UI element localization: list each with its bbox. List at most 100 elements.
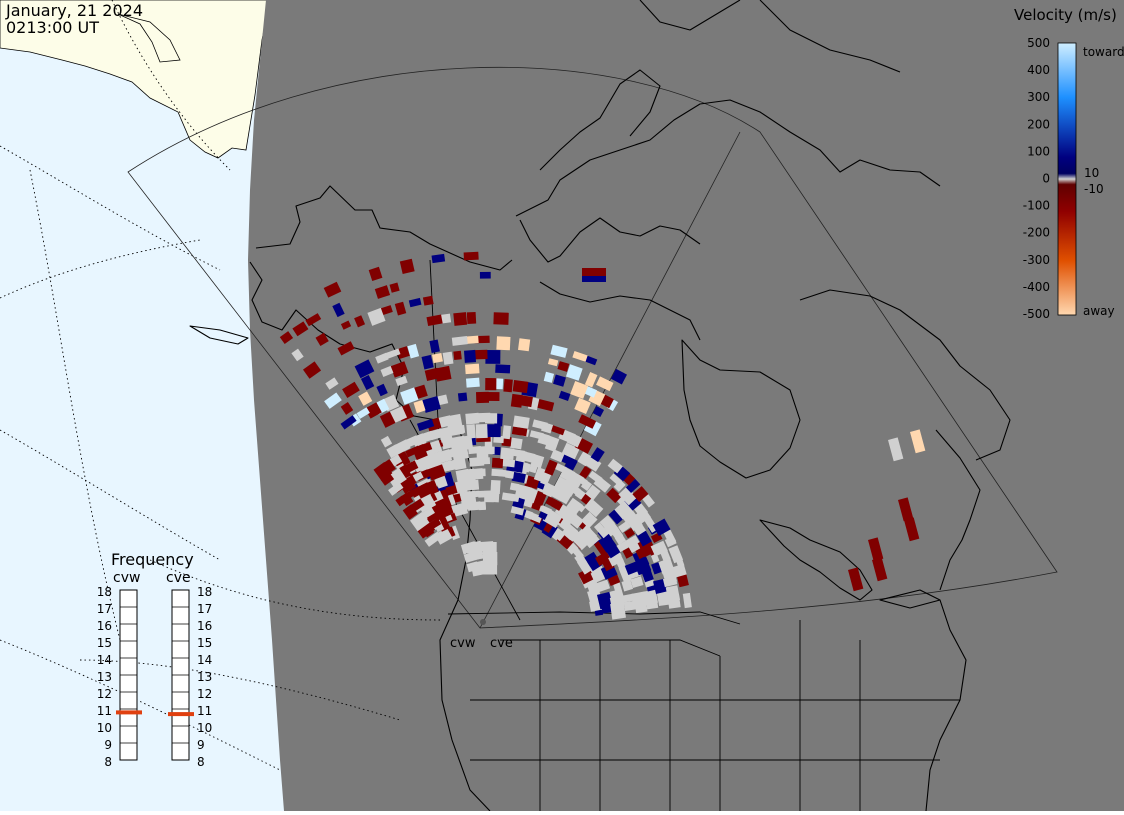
backscatter-cell	[408, 297, 422, 308]
night-region	[248, 0, 1124, 811]
frequency-tick-label-right: 14	[197, 653, 212, 667]
backscatter-cell	[367, 307, 386, 326]
backscatter-cell	[451, 336, 468, 346]
backscatter-cell	[510, 393, 523, 408]
backscatter-cell	[898, 497, 914, 522]
backscatter-cell	[376, 383, 388, 397]
backscatter-cell	[374, 285, 391, 299]
velocity-tick-label: 200	[1027, 117, 1050, 131]
backscatter-cell	[465, 363, 480, 375]
backscatter-cell	[305, 313, 322, 327]
backscatter-cell	[417, 418, 435, 432]
backscatter-cell	[493, 312, 509, 325]
day-region	[0, 0, 300, 811]
backscatter-cell	[511, 426, 528, 437]
frequency-grid: 18 18 17 17 16 16 15 15 14 14 13 13 12 12 11 11 10 10 9 9 8 8	[97, 585, 213, 769]
backscatter-cell	[608, 507, 625, 525]
backscatter-cell	[582, 268, 606, 276]
frequency-tick-label-left: 12	[97, 687, 112, 701]
backscatter-cell	[410, 512, 430, 532]
backscatter-cell	[584, 371, 598, 388]
backscatter-cell	[413, 400, 426, 414]
backscatter-cell	[580, 479, 593, 492]
backscatter-cell	[625, 535, 643, 554]
backscatter-cell	[386, 444, 401, 459]
backscatter-cell	[547, 358, 559, 367]
backscatter-cell	[396, 346, 410, 360]
backscatter-cell	[512, 380, 529, 394]
backscatter-cell	[650, 540, 668, 557]
backscatter-cell	[502, 425, 512, 440]
backscatter-cell	[596, 591, 614, 610]
frequency-tick-label-left: 8	[104, 755, 112, 769]
frequency-tick-label-left: 17	[97, 602, 112, 616]
backscatter-cell	[500, 447, 515, 461]
backscatter-cell	[449, 435, 467, 451]
backscatter-cell	[491, 457, 504, 469]
backscatter-cell	[544, 459, 558, 476]
backscatter-cell	[466, 377, 480, 388]
frequency-title: Frequency	[111, 550, 194, 569]
backscatter-cell	[650, 553, 660, 564]
backscatter-cell	[342, 381, 360, 398]
frequency-tick-label-right: 13	[197, 670, 212, 684]
velocity-tick-label: 100	[1027, 144, 1050, 158]
backscatter-cell	[632, 486, 649, 503]
backscatter-cell	[429, 339, 440, 353]
backscatter-cell	[375, 352, 389, 364]
backscatter-cell	[340, 320, 352, 330]
backscatter-cell	[426, 479, 439, 495]
frequency-tick-label-left: 10	[97, 721, 112, 735]
backscatter-cell	[499, 458, 516, 468]
backscatter-cell	[668, 545, 684, 564]
backscatter-cell	[407, 343, 420, 359]
backscatter-cell	[399, 258, 415, 274]
backscatter-cell	[402, 504, 418, 520]
backscatter-cell	[388, 482, 404, 496]
backscatter-cell	[459, 491, 473, 506]
backscatter-cell	[485, 378, 497, 391]
radar-fov	[127, 66, 1058, 629]
backscatter-cell	[453, 350, 462, 361]
velocity-tick-label: -500	[1023, 307, 1050, 321]
backscatter-cell	[553, 374, 566, 387]
backscatter-cell	[613, 479, 626, 492]
backscatter-cell	[584, 498, 604, 518]
backscatter-cell	[302, 361, 322, 379]
backscatter-cell	[292, 321, 309, 337]
backscatter-cell	[503, 379, 513, 393]
backscatter-cell	[609, 473, 623, 486]
backscatter-cell	[390, 361, 409, 378]
backscatter-cell	[519, 395, 533, 408]
backscatter-cell	[340, 415, 357, 430]
station-label-cvw: cvw	[450, 636, 476, 651]
backscatter-cell	[424, 531, 442, 547]
backscatter-cell	[570, 380, 589, 399]
velocity-small-tick-neg10: -10	[1084, 182, 1104, 196]
backscatter-cell	[400, 387, 419, 405]
backscatter-cell	[490, 480, 501, 495]
backscatter-cell	[455, 468, 471, 483]
backscatter-cell	[607, 458, 623, 474]
velocity-colorbar: Velocity (m/s) 500 400 300 200 100 0 -100 -200 -…	[1014, 6, 1124, 321]
backscatter-cell	[417, 521, 436, 539]
backscatter-cell	[354, 359, 375, 379]
backscatter-cell	[578, 567, 596, 585]
backscatter-cell	[447, 424, 464, 437]
backscatter-cell	[373, 462, 393, 481]
backscatter-cell	[580, 511, 598, 529]
backscatter-cell	[595, 551, 612, 566]
backscatter-cell	[631, 591, 648, 608]
backscatter-cell	[464, 479, 476, 491]
backscatter-cell	[509, 437, 523, 450]
backscatter-cell	[365, 402, 382, 419]
backscatter-cell	[315, 332, 329, 347]
backscatter-cell	[434, 527, 453, 545]
frequency-panel: Frequency cvw cve 18 18 17 17 16 16 15 15 14 14 13…	[97, 550, 213, 769]
backscatter-cell	[550, 449, 565, 463]
backscatter-cell	[523, 451, 536, 464]
backscatter-cell	[585, 484, 601, 501]
backscatter-cell	[465, 412, 480, 425]
backscatter-cell	[545, 496, 562, 510]
